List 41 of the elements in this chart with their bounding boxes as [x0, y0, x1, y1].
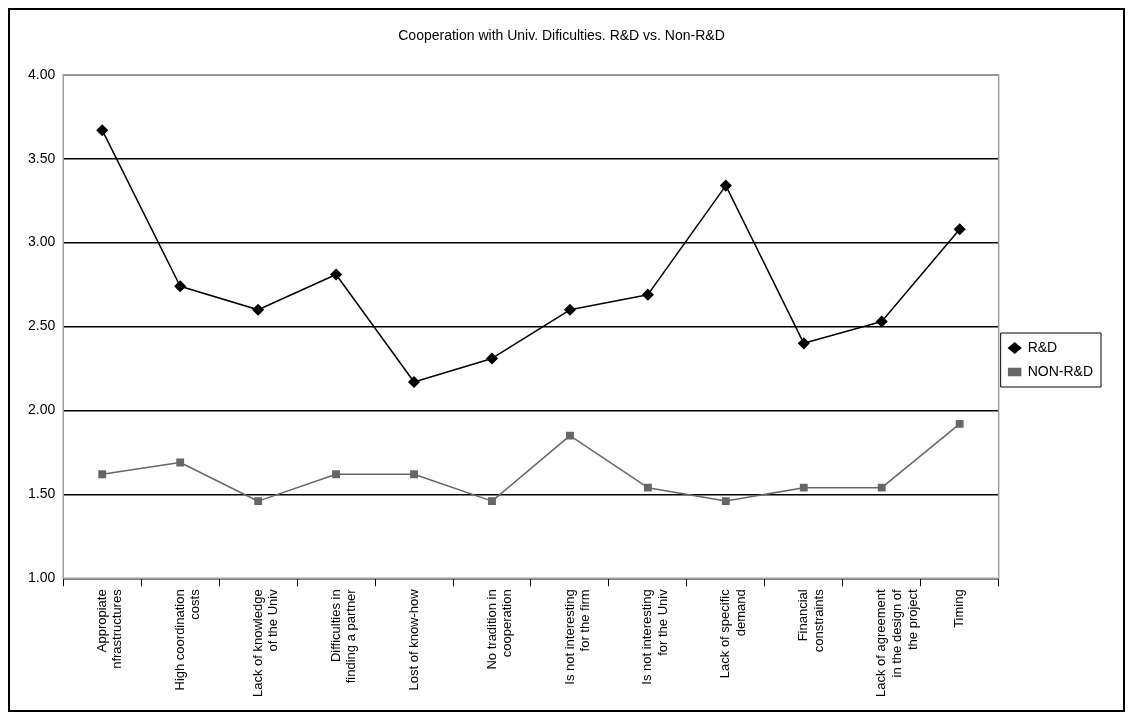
y-tick-label: 1.50 [28, 485, 56, 502]
point [98, 470, 107, 479]
point [798, 337, 810, 350]
point [953, 223, 966, 235]
point [332, 470, 341, 479]
y-tick-label: 3.50 [28, 149, 56, 166]
y-tick-label: 2.50 [28, 317, 56, 334]
legend-label: NON-R&D [1027, 362, 1094, 379]
point [410, 470, 418, 479]
x-tick-label: Timing [951, 589, 967, 628]
point [174, 280, 186, 293]
point [877, 483, 886, 492]
point [486, 352, 498, 365]
legend-label: R&D [1027, 338, 1058, 355]
point [566, 431, 574, 440]
point [488, 497, 496, 506]
point [176, 458, 185, 467]
point [875, 315, 888, 328]
point [720, 179, 732, 192]
point [643, 483, 652, 492]
point [408, 376, 420, 388]
point [642, 288, 654, 301]
point [252, 304, 264, 316]
x-tick-label: Lack of agreement in the design of the project [873, 588, 920, 698]
point [955, 419, 964, 428]
point [799, 483, 808, 492]
x-tick-label: No tradition in cooperation [483, 589, 515, 670]
point [330, 268, 342, 281]
x-tick-label: High coordination costs [171, 588, 203, 691]
x-tick-label: Lack of specific demand [717, 588, 749, 679]
point [721, 497, 730, 506]
point [96, 124, 108, 136]
y-tick-label: 4.00 [28, 65, 56, 82]
y-tick-label: 3.00 [28, 233, 56, 250]
y-tick-label: 1.00 [28, 569, 56, 586]
x-tick-label: Appropiate nfrastructures [93, 588, 125, 669]
y-tick-label: 2.00 [28, 401, 56, 418]
x-tick-label: Lost of know-how [405, 588, 421, 691]
point [564, 304, 576, 316]
point [254, 497, 263, 506]
chart-title: Cooperation with Univ. Dificulties. R&D vs. Non-R&D [398, 27, 725, 44]
